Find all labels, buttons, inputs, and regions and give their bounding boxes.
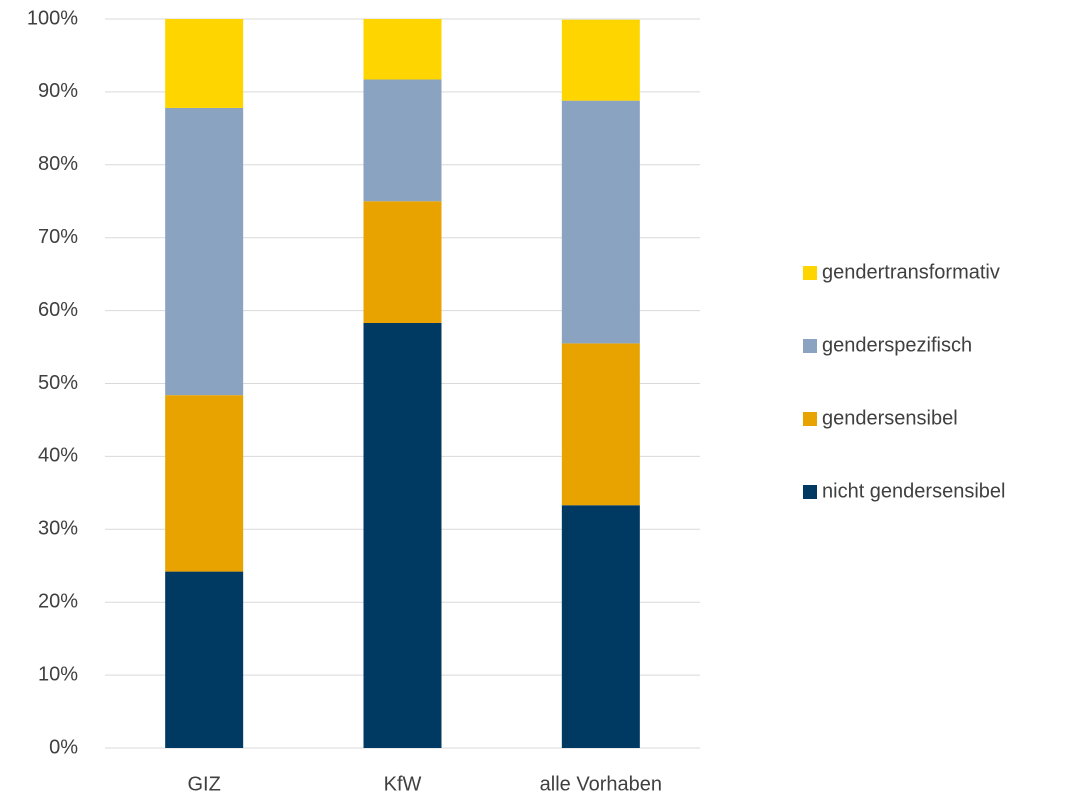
bar-segment bbox=[561, 505, 640, 748]
bar-segment bbox=[363, 19, 442, 80]
bar-segment bbox=[165, 107, 244, 396]
y-tick-label: 20% bbox=[38, 590, 78, 612]
legend-label: gendertransformativ bbox=[822, 261, 1000, 283]
bar-segment bbox=[165, 571, 244, 748]
y-tick-label: 60% bbox=[38, 299, 78, 321]
y-tick-label: 70% bbox=[38, 226, 78, 248]
legend-label: nicht gendersensibel bbox=[822, 480, 1005, 502]
x-tick-label: GIZ bbox=[187, 773, 220, 795]
y-tick-label: 90% bbox=[38, 80, 78, 102]
y-tick-label: 40% bbox=[38, 445, 78, 467]
y-tick-label: 30% bbox=[38, 518, 78, 540]
y-tick-label: 100% bbox=[27, 7, 78, 29]
bar-segment bbox=[363, 201, 442, 323]
bar-segment bbox=[363, 79, 442, 202]
legend-swatch bbox=[803, 266, 817, 280]
bar-segment bbox=[561, 100, 640, 344]
y-tick-label: 50% bbox=[38, 372, 78, 394]
y-tick-label: 10% bbox=[38, 663, 78, 685]
bar-segment bbox=[561, 343, 640, 506]
y-tick-label: 80% bbox=[38, 153, 78, 175]
legend-swatch bbox=[803, 412, 817, 426]
legend-swatch bbox=[803, 339, 817, 353]
y-tick-label: 0% bbox=[49, 736, 78, 758]
x-tick-label: KfW bbox=[384, 773, 422, 795]
bar-segment bbox=[165, 19, 244, 108]
bar-segment bbox=[363, 322, 442, 748]
x-tick-label: alle Vorhaben bbox=[540, 773, 662, 795]
legend-swatch bbox=[803, 485, 817, 499]
legend-label: gendersensibel bbox=[822, 407, 958, 429]
bar-segment bbox=[165, 395, 244, 572]
legend-label: genderspezifisch bbox=[822, 334, 972, 356]
bar-segment bbox=[561, 19, 640, 101]
